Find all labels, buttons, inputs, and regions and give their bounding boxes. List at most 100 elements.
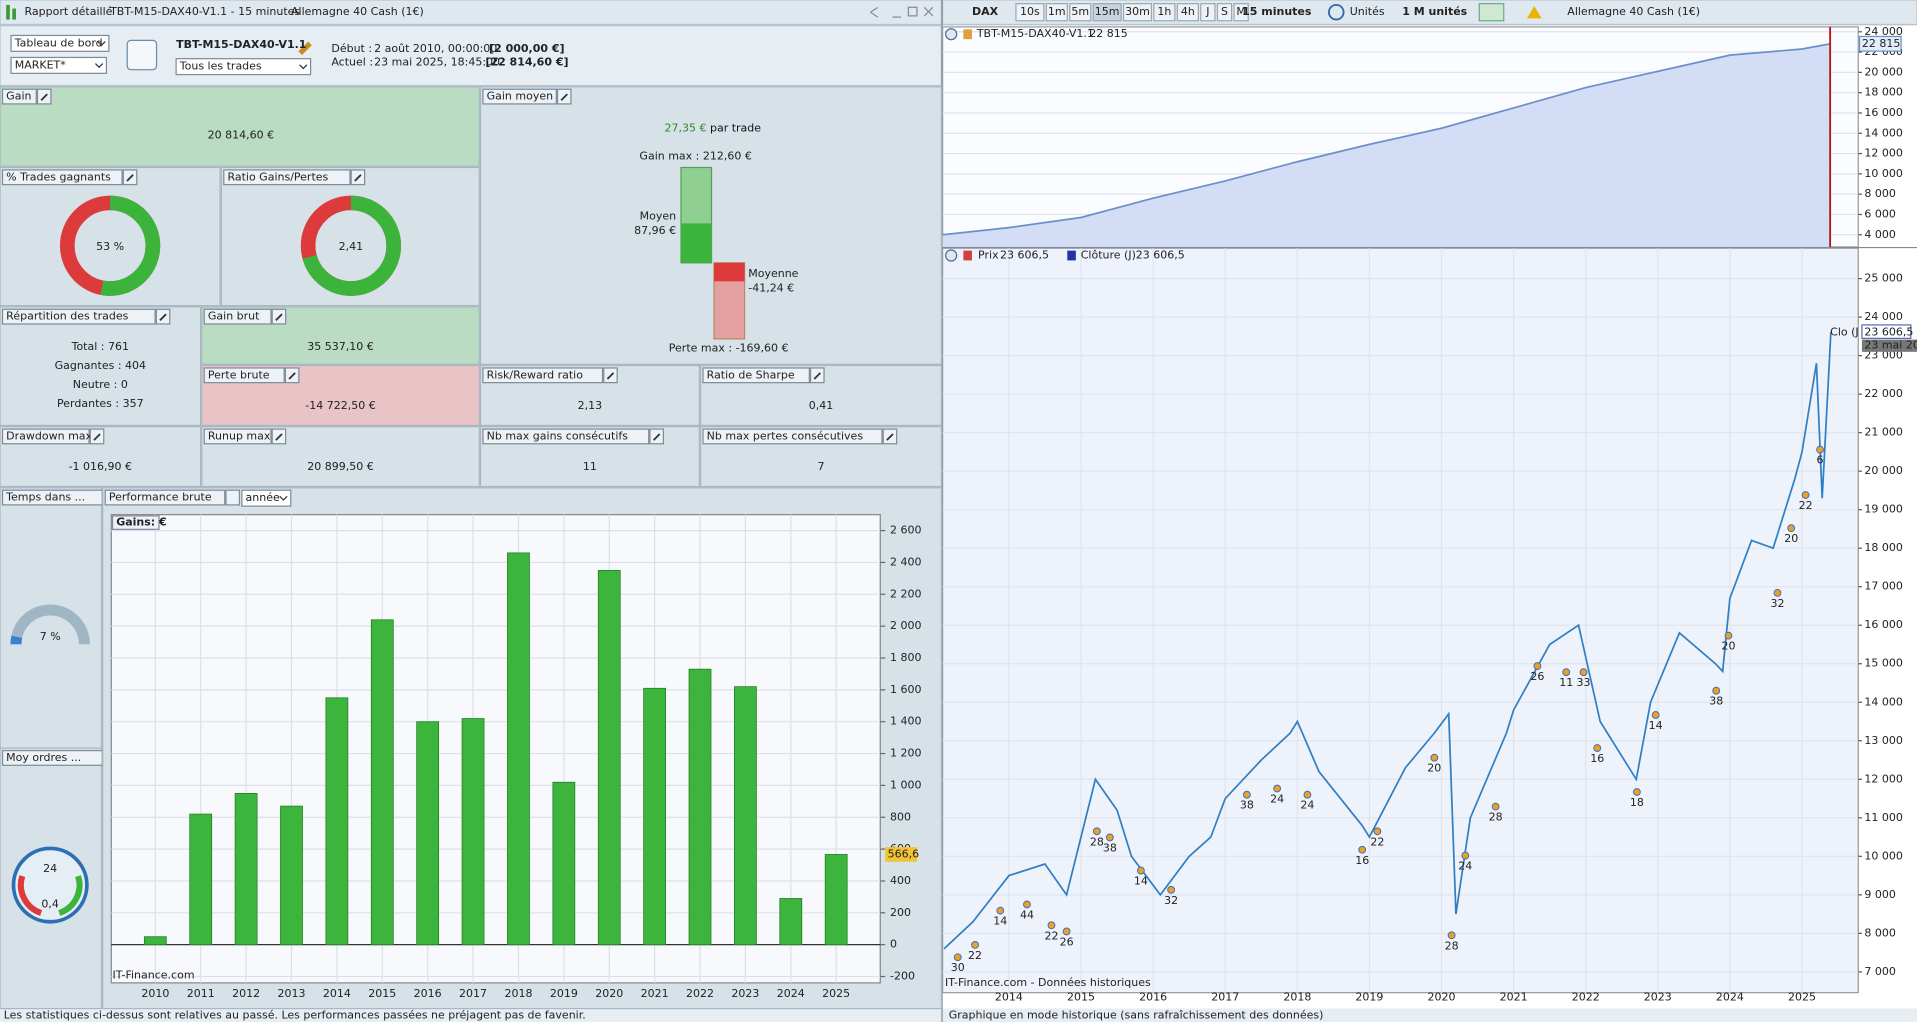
gain-value: 20 814,60 € [208, 129, 274, 142]
maximize-button[interactable] [907, 6, 918, 17]
period-button[interactable] [1233, 3, 1249, 22]
panel-title: Perte brute [208, 368, 270, 381]
label: Perte max : [669, 342, 732, 355]
stat-value: 7 [817, 460, 824, 473]
period-label: 15m [1095, 5, 1120, 18]
panel [0, 86, 480, 167]
trade-marker [1105, 833, 1114, 842]
mean-label: Moyen [640, 209, 676, 222]
breakdown-label: Neutre : [73, 378, 118, 391]
trade-marker [1491, 802, 1500, 811]
trade-label: 18 [1630, 796, 1644, 809]
trade-label: 28 [1489, 811, 1503, 824]
close-panel[interactable] [945, 249, 958, 262]
edit-icon[interactable] [298, 41, 312, 56]
stat-value: 35 537,10 € [307, 340, 373, 353]
market-select-text: MARKET* [15, 58, 67, 71]
close-button[interactable] [923, 6, 934, 17]
filter-select[interactable] [175, 58, 312, 76]
period-button[interactable] [1200, 3, 1216, 22]
trade-marker [1593, 744, 1602, 753]
start-capital: [2 000,00 €] [489, 42, 564, 55]
panel-title: Runup max [208, 429, 271, 442]
market-select[interactable] [10, 56, 108, 74]
period-button[interactable] [1216, 3, 1233, 22]
period-select[interactable] [241, 489, 292, 507]
y-tick-label: 1 400 [890, 715, 922, 728]
y-tick-label: 23 000 [1864, 349, 1903, 362]
panel [0, 487, 103, 749]
avg-gain-unit: par trade [710, 121, 761, 134]
breakdown-label: Gagnantes : [55, 359, 122, 372]
x-tick-label: 2014 [323, 987, 351, 1000]
wrench-icon [288, 372, 296, 380]
bar [143, 936, 167, 946]
y-tick-label: 4 000 [1864, 228, 1896, 241]
wrench-icon [606, 372, 615, 380]
axis-label-box [111, 515, 160, 530]
panel-title-box [104, 489, 226, 506]
trade-marker [1724, 631, 1733, 640]
trade-marker [1273, 784, 1282, 793]
stat-value: 2,13 [578, 399, 603, 412]
y-tick-label: 1 800 [890, 651, 922, 664]
last-value-label: 22 815 [1862, 37, 1901, 50]
close-panel[interactable] [945, 28, 958, 41]
clock-icon[interactable] [1327, 3, 1345, 21]
panel-title-box [203, 308, 272, 325]
settings-button[interactable] [225, 489, 241, 506]
period-button[interactable] [1153, 3, 1176, 22]
period-button[interactable] [1122, 3, 1153, 22]
value: -169,60 € [736, 342, 789, 355]
y-tick-label: 7 000 [1864, 965, 1896, 978]
donut-arc [59, 195, 161, 296]
price-value: 23 606,5 [1000, 249, 1049, 262]
y-tick-label: 18 000 [1864, 86, 1903, 99]
trade-marker [1801, 491, 1810, 499]
period-label: 10s [1020, 5, 1040, 18]
trade-marker [1787, 524, 1796, 533]
warning-icon[interactable] [1526, 6, 1542, 19]
bar [461, 718, 485, 946]
panel [0, 306, 202, 427]
panel-title-box [203, 428, 272, 445]
avg-gain: 27,35 € par trade [664, 121, 761, 134]
label: Gain max : [639, 149, 699, 162]
period-button[interactable] [1069, 3, 1092, 22]
bar [824, 854, 848, 946]
period-button[interactable] [1176, 3, 1199, 22]
period-label: 30m [1125, 5, 1150, 18]
panel-title-box [702, 367, 810, 384]
panel-title: Risk/Reward ratio [487, 368, 584, 381]
end-date: 23 mai 2025, 18:45:00 [374, 55, 500, 68]
x-tick-label: 2013 [277, 987, 305, 1000]
trade-label: 22 [1370, 835, 1384, 848]
trade-marker [1167, 885, 1176, 894]
system-icon[interactable] [126, 39, 158, 71]
bar [597, 570, 621, 946]
panel-title-box [1, 308, 156, 325]
stat-value: 11 [583, 460, 597, 473]
share-icon[interactable] [870, 6, 879, 18]
period-button[interactable] [1045, 3, 1068, 22]
indicator-icon[interactable] [1478, 3, 1505, 22]
period-button[interactable] [1015, 3, 1045, 22]
y-tick-label: -200 [890, 970, 915, 983]
view-select[interactable] [10, 34, 110, 52]
y-tick-label: 14 000 [1864, 126, 1903, 139]
x-tick-label: 2019 [1355, 991, 1383, 1004]
breakdown-label: Perdantes : [57, 397, 119, 410]
series-name: TBT-M15-DAX40-V1.1 [976, 27, 1094, 40]
last-value-box [885, 847, 917, 862]
axis-tag: Clo (J [1830, 325, 1859, 338]
x-tick-label: 2018 [504, 987, 532, 1000]
panel-title-box [223, 169, 351, 186]
x-tick-label: 2021 [1500, 991, 1528, 1004]
axis-label: Gains: € [116, 516, 166, 529]
x-tick-label: 2025 [1788, 991, 1816, 1004]
period-button[interactable] [1092, 3, 1122, 22]
trade-marker [1632, 788, 1641, 796]
bar [779, 898, 803, 946]
bar [189, 813, 213, 946]
period-label: M [1236, 5, 1246, 18]
